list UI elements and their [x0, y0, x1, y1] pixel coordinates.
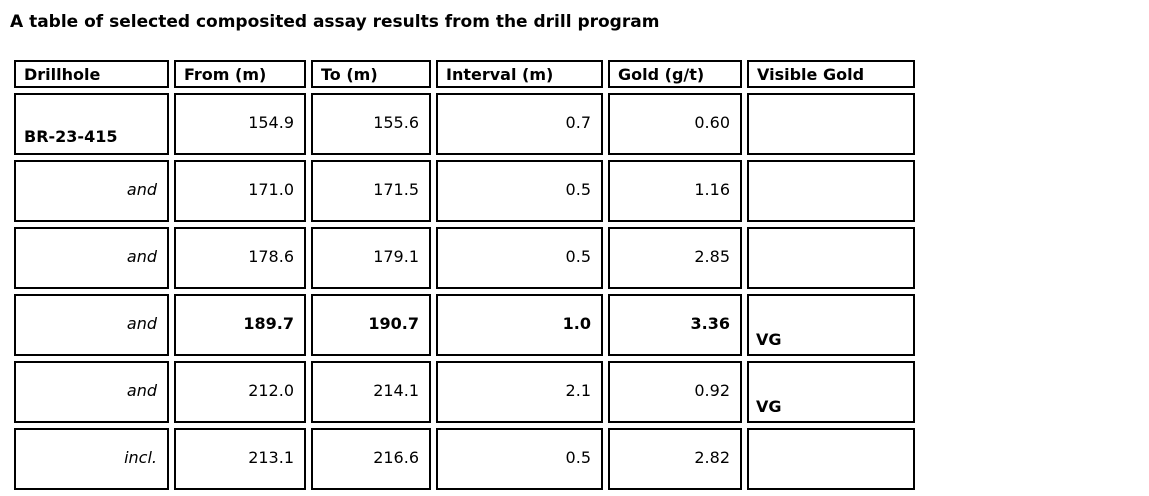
drillhole-id-cell: BR-23-415: [14, 93, 169, 155]
column-header-drillhole: Drillhole: [14, 60, 169, 88]
continuation-label-cell: and: [14, 227, 169, 289]
from-cell: 154.9: [174, 93, 306, 155]
column-header-from: From (m): [174, 60, 306, 88]
continuation-label-cell: incl.: [14, 428, 169, 490]
gold-cell: 1.16: [608, 160, 742, 222]
to-cell: 190.7: [311, 294, 431, 356]
from-cell: 189.7: [174, 294, 306, 356]
gold-cell: 3.36: [608, 294, 742, 356]
to-cell: 216.6: [311, 428, 431, 490]
gold-cell: 2.85: [608, 227, 742, 289]
interval-cell: 1.0: [436, 294, 603, 356]
continuation-label-cell: and: [14, 294, 169, 356]
continuation-label-cell: and: [14, 361, 169, 423]
visible-gold-cell: [747, 160, 915, 222]
to-cell: 179.1: [311, 227, 431, 289]
column-header-interval: Interval (m): [436, 60, 603, 88]
from-cell: 178.6: [174, 227, 306, 289]
page-title: A table of selected composited assay res…: [10, 12, 660, 32]
continuation-label-cell: and: [14, 160, 169, 222]
visible-gold-cell: [747, 227, 915, 289]
gold-cell: 0.92: [608, 361, 742, 423]
from-cell: 212.0: [174, 361, 306, 423]
interval-cell: 0.7: [436, 93, 603, 155]
to-cell: 171.5: [311, 160, 431, 222]
interval-cell: 2.1: [436, 361, 603, 423]
visible-gold-cell: VG: [747, 361, 915, 423]
gold-cell: 2.82: [608, 428, 742, 490]
column-header-gold: Gold (g/t): [608, 60, 742, 88]
from-cell: 213.1: [174, 428, 306, 490]
table-row: BR-23-415 154.9 155.6 0.7 0.60: [14, 93, 915, 155]
visible-gold-cell: [747, 93, 915, 155]
table-row: incl. 213.1 216.6 0.5 2.82: [14, 428, 915, 490]
to-cell: 214.1: [311, 361, 431, 423]
visible-gold-cell: VG: [747, 294, 915, 356]
interval-cell: 0.5: [436, 428, 603, 490]
header-row: Drillhole From (m) To (m) Interval (m) G…: [14, 60, 915, 88]
table-row: and 178.6 179.1 0.5 2.85: [14, 227, 915, 289]
column-header-to: To (m): [311, 60, 431, 88]
to-cell: 155.6: [311, 93, 431, 155]
table-row: and 212.0 214.1 2.1 0.92 VG: [14, 361, 915, 423]
gold-cell: 0.60: [608, 93, 742, 155]
column-header-visible-gold: Visible Gold: [747, 60, 915, 88]
visible-gold-cell: [747, 428, 915, 490]
assay-results-table: Drillhole From (m) To (m) Interval (m) G…: [9, 55, 920, 495]
interval-cell: 0.5: [436, 160, 603, 222]
table-row: and 189.7 190.7 1.0 3.36 VG: [14, 294, 915, 356]
from-cell: 171.0: [174, 160, 306, 222]
table-row: and 171.0 171.5 0.5 1.16: [14, 160, 915, 222]
interval-cell: 0.5: [436, 227, 603, 289]
